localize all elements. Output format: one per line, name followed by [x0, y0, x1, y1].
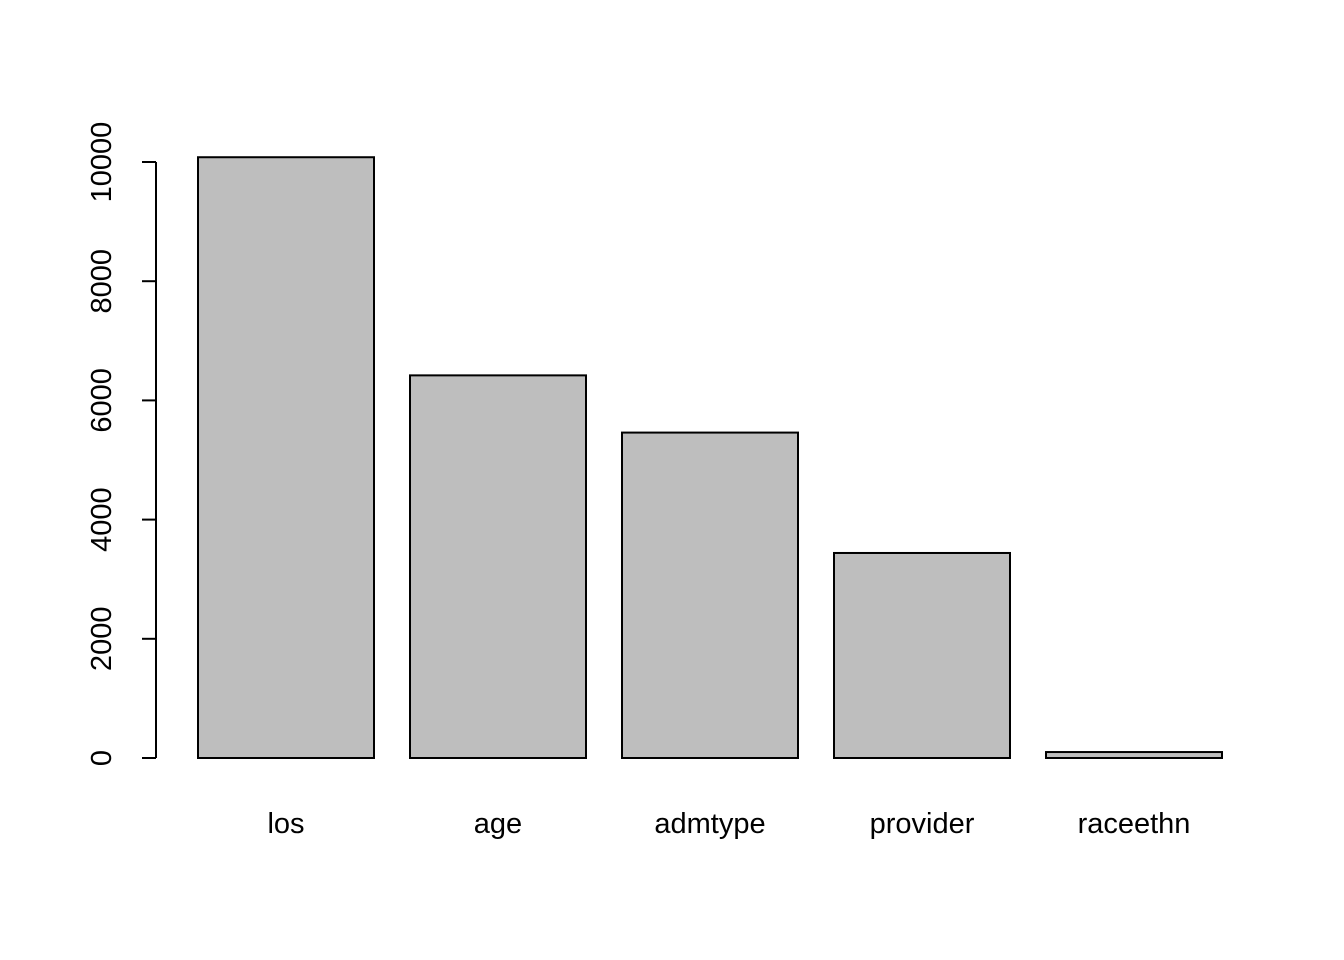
bar-provider [833, 551, 1011, 760]
x-category-label: los [267, 808, 304, 840]
x-axis-labels: los age admtype provider raceethn [267, 808, 1190, 840]
bar-raceethn [1045, 751, 1223, 759]
bar-admtype [621, 431, 799, 759]
y-tick-label: 8000 [86, 249, 118, 314]
y-tick-label: 2000 [86, 607, 118, 672]
y-tick-label: 4000 [86, 487, 118, 552]
x-category-label: admtype [654, 808, 765, 840]
y-tick-label: 6000 [86, 368, 118, 433]
y-axis: 0 2000 4000 6000 8000 10000 [86, 122, 157, 766]
bar-los [197, 156, 375, 759]
y-tick-label: 0 [86, 750, 118, 766]
y-tick-label: 10000 [86, 122, 118, 203]
x-category-label: provider [870, 808, 975, 840]
x-category-label: age [474, 808, 522, 840]
x-category-label: raceethn [1078, 808, 1191, 840]
bars [197, 156, 1223, 760]
bar-age [409, 374, 587, 759]
